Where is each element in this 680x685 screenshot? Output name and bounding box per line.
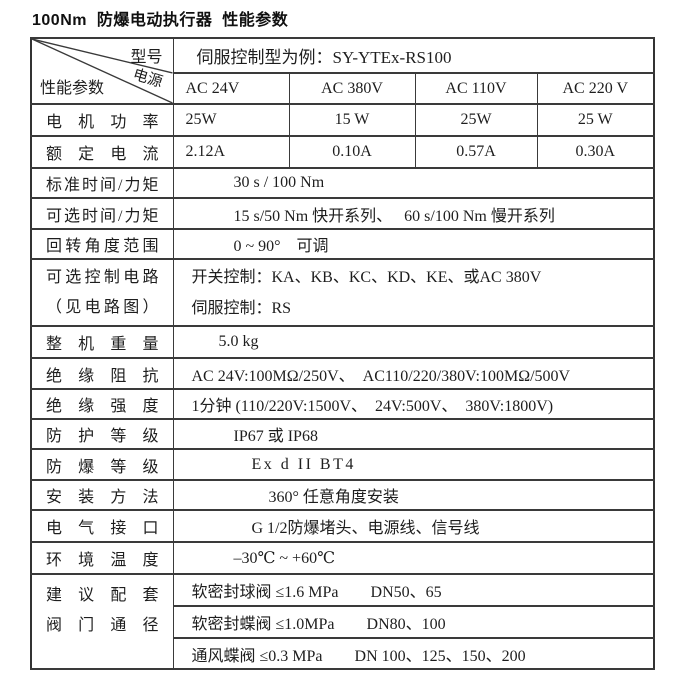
row-label: 建议配套 阀门通径 <box>30 573 174 670</box>
row-label: 环境温度 <box>30 541 174 575</box>
spec-value-cell: 开关控制：KA、KB、KC、KD、KE、或AC 380V 伺服控制：RS <box>172 258 655 327</box>
spec-value-cell: 0 ~ 90° 可调 <box>172 228 655 260</box>
spec-value-cell: 15 s/50 Nm 快开系列、 60 s/100 Nm 慢开系列 <box>172 197 655 230</box>
table-row: 防护等级 IP67 或 IP68 <box>30 418 655 450</box>
table-row: 安装方法 360° 任意角度安装 <box>30 479 655 511</box>
table-row: 防爆等级 Ex d II BT4 <box>30 448 655 481</box>
row-label: 安装方法 <box>30 479 174 511</box>
spec-value-cell: 25W <box>414 103 538 137</box>
table-row: 标准时间/力矩 30 s / 100 Nm <box>30 167 655 199</box>
row-label: 可选时间/力矩 <box>30 197 174 230</box>
diagonal-divider-lines <box>32 40 172 102</box>
spec-value-cell: 通风蝶阀 ≤0.3 MPa DN 100、125、150、200 <box>172 637 655 670</box>
spec-value-cell: Ex d II BT4 <box>172 448 655 481</box>
row-label: 绝缘阻抗 <box>30 357 174 390</box>
model-example-cell: 伺服控制型为例：SY-YTEx-RS100 <box>172 37 655 74</box>
spec-value-cell: IP67 或 IP68 <box>172 418 655 450</box>
table-row: 可选时间/力矩 15 s/50 Nm 快开系列、 60 s/100 Nm 慢开系列 <box>30 197 655 230</box>
row-label: 电气接口 <box>30 509 174 543</box>
power-column-header: AC 380V <box>288 72 416 105</box>
corner-header-cell: 型号 电源 性能参数 <box>30 37 174 105</box>
spec-value-cell: 1分钟 (110/220V:1500V、 24V:500V、 380V:1800… <box>172 388 655 420</box>
table-row: 通风蝶阀 ≤0.3 MPa DN 100、125、150、200 <box>31 637 655 670</box>
spec-value-cell: 软密封蝶阀 ≤1.0MPa DN80、100 <box>172 605 655 639</box>
spec-value-cell: AC 24V:100MΩ/250V、 AC110/220/380V:100MΩ/… <box>172 357 655 390</box>
table-row: 整机重量 5.0 kg <box>30 325 655 359</box>
spec-value-cell: 15 W <box>288 103 416 137</box>
table-row: 电机功率 25W 15 W 25W 25 W <box>30 103 655 137</box>
row-label-line: 阀门通径 <box>46 617 159 634</box>
table-row: 绝缘阻抗 AC 24V:100MΩ/250V、 AC110/220/380V:10… <box>30 357 655 390</box>
spec-value-cell: 2.12A <box>172 135 290 169</box>
power-column-header: AC 110V <box>414 72 538 105</box>
spec-value-cell: 0.10A <box>288 135 416 169</box>
spec-value-cell: 0.57A <box>414 135 538 169</box>
spec-value-line: 伺服控制：RS <box>191 299 292 317</box>
row-label: 整机重量 <box>30 325 174 359</box>
spec-value-cell: –30℃ ~ +60℃ <box>172 541 655 575</box>
row-label: 标准时间/力矩 <box>30 167 174 199</box>
row-label-line: 建议配套 <box>46 587 159 604</box>
table-row: 电气接口 G 1/2防爆堵头、电源线、信号线 <box>30 509 655 543</box>
header-row-power: AC 24V AC 380V AC 110V AC 220 V <box>31 72 655 105</box>
table-row: 绝缘强度 1分钟 (110/220V:1500V、 24V:500V、 380V:… <box>30 388 655 420</box>
spec-value-cell: 25W <box>172 103 290 137</box>
table-row: 额定电流 2.12A 0.10A 0.57A 0.30A <box>30 135 655 169</box>
corner-label-parameters: 性能参数 <box>40 80 105 97</box>
corner-label-model: 型号 <box>130 49 163 66</box>
table-row: 可选控制电路 （见电路图） 开关控制：KA、KB、KC、KD、KE、或AC 380V… <box>30 258 655 327</box>
table-row: 回转角度范围 0 ~ 90° 可调 <box>30 228 655 260</box>
spec-table: 型号 电源 性能参数 伺服控制型为例：SY-YTEx-RS100 AC 24V A… <box>30 37 656 670</box>
row-label: 绝缘强度 <box>30 388 174 420</box>
row-label: 防护等级 <box>30 418 174 450</box>
row-label: 防爆等级 <box>30 448 174 481</box>
page-title: 100Nm 防爆电动执行器 性能参数 <box>32 12 289 29</box>
row-label: 额定电流 <box>30 135 174 169</box>
spec-value-cell: 360° 任意角度安装 <box>172 479 655 511</box>
table-row: 建议配套阀门通径 软密封球阀 ≤1.6 MPa DN50、65 <box>30 573 655 670</box>
row-label: 回转角度范围 <box>30 228 174 260</box>
header-row-model: 型号 电源 性能参数 伺服控制型为例：SY-YTEx-RS100 <box>30 37 655 105</box>
table-row: 环境温度 –30℃ ~ +60℃ <box>30 541 655 575</box>
row-label: 电机功率 <box>30 103 174 137</box>
power-column-header: AC 220 V <box>536 72 655 105</box>
row-label-line: 可选控制电路 <box>46 268 159 286</box>
power-column-header: AC 24V <box>172 72 290 105</box>
spec-value-cell: 0.30A <box>536 135 655 169</box>
spec-value-cell: 软密封球阀 ≤1.6 MPa DN50、65 <box>172 573 655 607</box>
spec-value-cell: 25 W <box>536 103 655 137</box>
spec-value-cell: 5.0 kg <box>172 325 655 359</box>
spec-value-cell: G 1/2防爆堵头、电源线、信号线 <box>172 509 655 543</box>
row-label-line: （见电路图） <box>46 298 159 316</box>
spec-value-cell: 30 s / 100 Nm <box>172 167 655 199</box>
row-label: 可选控制电路 （见电路图） <box>30 258 174 327</box>
spec-value-line: 开关控制：KA、KB、KC、KD、KE、或AC 380V <box>191 268 542 286</box>
table-row: 软密封蝶阀 ≤1.0MPa DN80、100 <box>31 605 655 639</box>
